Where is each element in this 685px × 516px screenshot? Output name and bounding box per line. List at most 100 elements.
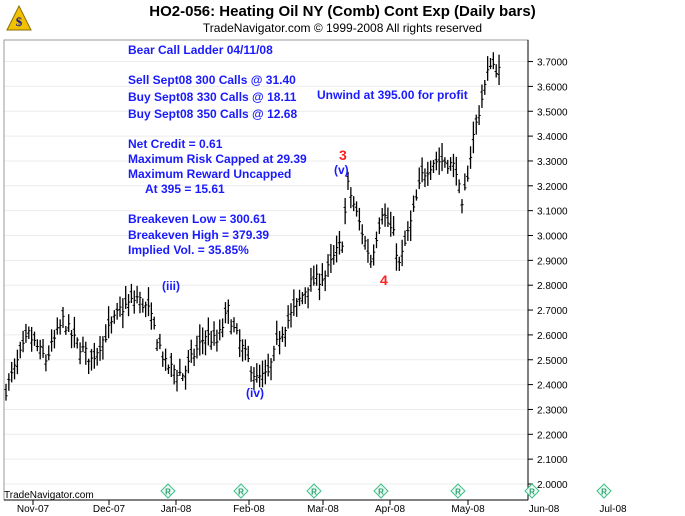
y-tick-label: 2.0000	[537, 480, 568, 491]
price-bar	[366, 238, 370, 263]
price-bar	[84, 341, 88, 365]
price-bar	[181, 373, 185, 382]
price-bar	[263, 359, 267, 385]
svg-text:R: R	[455, 488, 461, 497]
price-bar	[107, 306, 111, 339]
price-bar	[369, 254, 373, 268]
price-bar	[218, 319, 222, 341]
x-tick-label: Jan-08	[161, 504, 192, 515]
price-bar	[431, 159, 436, 173]
price-bar	[440, 143, 444, 172]
price-bar	[172, 364, 176, 385]
svg-text:R: R	[601, 488, 607, 497]
price-bar	[12, 358, 17, 380]
price-bar	[463, 173, 467, 191]
event-marker-icon: R	[596, 483, 612, 499]
wave-label-iv: (iv)	[246, 386, 264, 400]
price-bar	[471, 121, 475, 154]
price-bar	[266, 353, 270, 377]
price-bar	[389, 211, 393, 237]
price-bar	[87, 358, 91, 375]
price-bar	[186, 349, 190, 374]
price-bar	[138, 291, 142, 314]
price-bar	[423, 168, 427, 188]
price-bar	[394, 243, 399, 271]
price-bar	[417, 167, 421, 190]
price-bar	[132, 290, 136, 314]
event-marker-icon: R	[233, 483, 249, 499]
price-bar	[346, 171, 350, 191]
x-tick-label: Apr-08	[375, 504, 405, 515]
price-bar	[474, 114, 478, 135]
price-bar	[15, 349, 19, 375]
y-tick-label: 2.1000	[537, 455, 568, 466]
price-bar	[115, 302, 119, 320]
price-bar	[81, 336, 85, 353]
price-bar	[446, 159, 450, 174]
price-bar	[360, 224, 364, 245]
price-bar	[178, 358, 182, 376]
price-bar	[124, 285, 128, 309]
price-bar	[357, 207, 361, 231]
y-tick-label: 3.6000	[537, 82, 568, 93]
price-bar	[192, 348, 196, 367]
price-bar	[67, 314, 71, 333]
strategy-title: Bear Call Ladder 04/11/08	[128, 43, 273, 57]
svg-text:R: R	[311, 488, 317, 497]
price-bar	[326, 254, 330, 278]
price-bar	[209, 330, 213, 350]
price-bar	[283, 326, 287, 347]
price-bar	[121, 298, 125, 329]
price-bar	[429, 160, 433, 180]
price-bar	[41, 338, 45, 358]
watermark-text: TradeNavigator.com	[4, 490, 94, 501]
price-bar	[72, 316, 76, 348]
price-bar	[286, 305, 290, 329]
price-bar	[198, 324, 202, 356]
y-tick-label: 3.7000	[537, 58, 568, 69]
price-bar	[354, 201, 359, 217]
price-bar	[246, 345, 250, 363]
price-bar	[146, 287, 151, 317]
y-tick-label: 3.2000	[537, 182, 568, 193]
price-bar	[141, 298, 145, 313]
price-bar	[61, 306, 65, 328]
price-bar	[27, 326, 31, 340]
price-bar	[497, 54, 501, 86]
price-bar	[383, 203, 387, 227]
leg-buy-330: Buy Sept08 330 Calls @ 18.11	[128, 90, 297, 104]
price-bar	[135, 285, 139, 304]
price-bar	[78, 342, 82, 365]
x-tick-label: Dec-07	[93, 504, 126, 515]
price-bar	[335, 235, 339, 263]
price-bar	[289, 303, 293, 328]
price-bar	[343, 198, 347, 225]
price-bar	[240, 339, 245, 362]
price-bar	[235, 323, 239, 335]
implied-vol: Implied Vol. = 35.85%	[128, 243, 249, 257]
price-bar	[98, 336, 102, 361]
chart-title: HO2-056: Heating Oil NY (Comb) Cont Exp …	[149, 3, 536, 20]
max-reward: Maximum Reward Uncapped	[128, 167, 292, 181]
price-bar	[332, 245, 336, 265]
price-bar	[161, 351, 165, 367]
price-bar	[243, 339, 247, 361]
price-bar	[306, 287, 310, 309]
price-bar	[229, 319, 233, 335]
price-bar	[466, 165, 470, 182]
axes	[3, 39, 529, 501]
svg-text:R: R	[378, 488, 384, 497]
price-bar	[406, 221, 410, 241]
price-bar	[491, 52, 495, 70]
x-axis-ticks: Nov-07 Dec-07 Jan-08 Feb-08 Mar-08 Apr-08 May-…	[17, 500, 627, 515]
price-bar	[349, 187, 353, 209]
price-bar	[252, 367, 256, 391]
price-bar	[30, 326, 34, 352]
price-bar	[272, 345, 276, 362]
price-bar	[112, 310, 116, 324]
price-bar	[152, 316, 156, 330]
price-bar	[457, 179, 461, 194]
price-bar	[443, 157, 447, 168]
price-bar	[403, 230, 407, 246]
